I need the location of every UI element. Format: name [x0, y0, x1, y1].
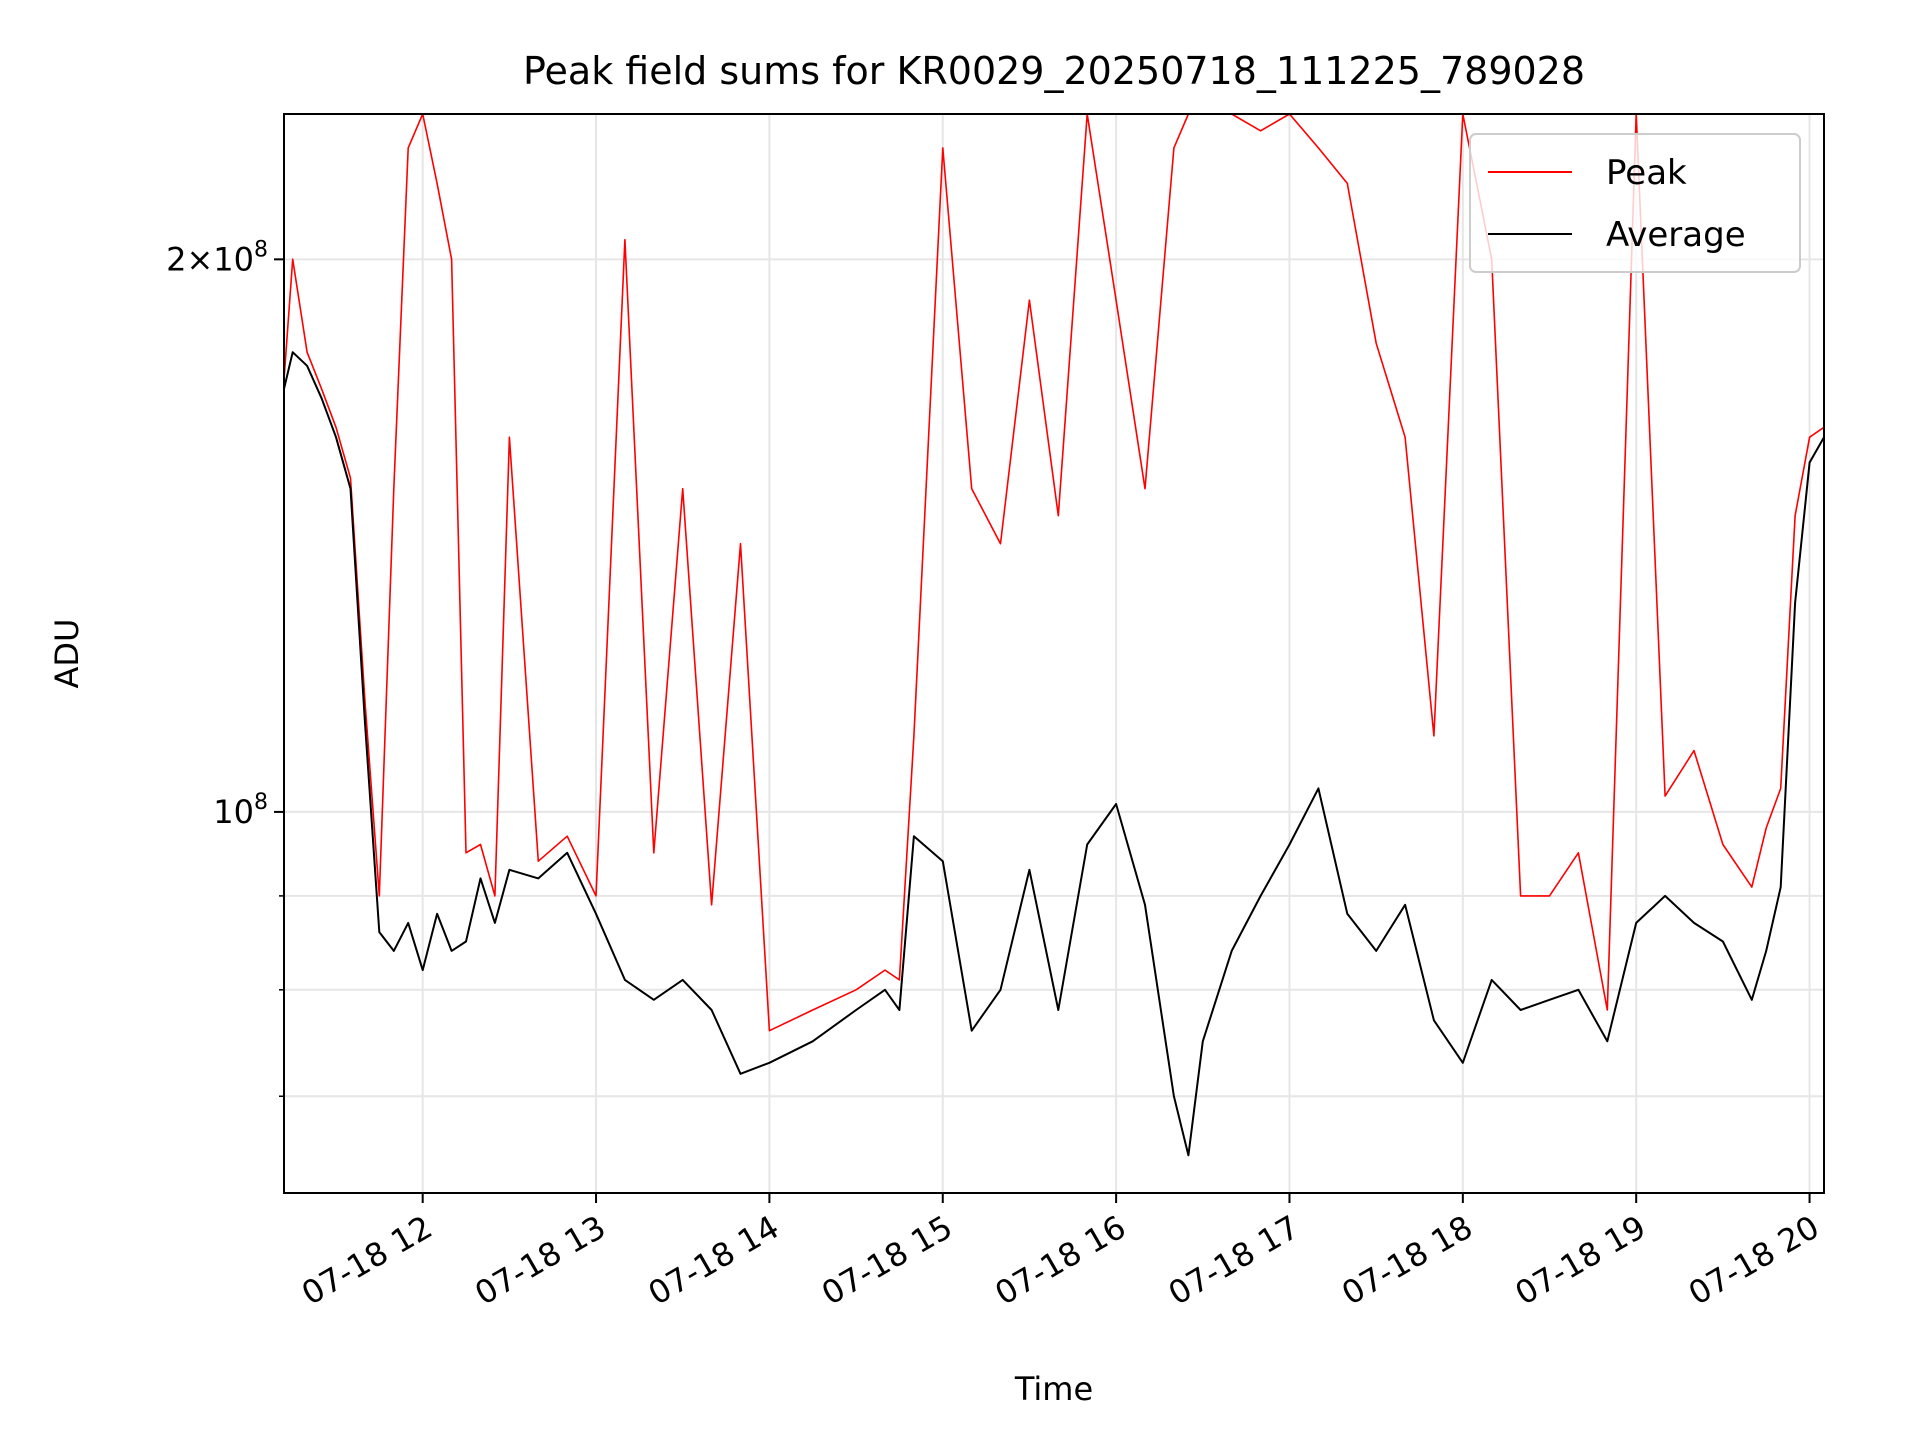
y-axis-label: ADU: [48, 619, 86, 689]
x-tick-label: 07-18 18: [1335, 1208, 1479, 1313]
y-tick-label: 108: [213, 790, 268, 831]
x-tick-label: 07-18 19: [1509, 1208, 1653, 1313]
x-axis-label: Time: [1014, 1370, 1093, 1408]
x-tick-label: 07-18 13: [468, 1208, 612, 1313]
legend-average-label: Average: [1606, 215, 1746, 255]
x-tick-label: 07-18 20: [1682, 1208, 1826, 1313]
plot-area-frame: [283, 113, 1825, 1194]
y-tick-label: 2×108: [166, 237, 268, 278]
legend-peak-label: Peak: [1606, 153, 1687, 193]
x-tick-label: 07-18 12: [295, 1208, 439, 1313]
chart-title: Peak field sums for KR0029_20250718_1112…: [523, 49, 1585, 93]
axis-ticks: 07-18 12 07-18 13 07-18 14 07-18 15 07-18 16…: [166, 237, 1825, 1312]
x-tick-label: 07-18 14: [642, 1208, 786, 1313]
x-tick-label: 07-18 15: [815, 1208, 959, 1313]
series-layer: [284, 114, 1824, 1157]
x-tick-label: 07-18 17: [1162, 1208, 1306, 1313]
series-line-average: [284, 351, 1824, 1157]
legend: Peak Average: [1469, 133, 1801, 273]
grid: [284, 114, 1824, 1193]
legend-box: [1469, 133, 1801, 273]
series-line-peak: [284, 114, 1824, 1032]
x-tick-label: 07-18 16: [989, 1208, 1133, 1313]
